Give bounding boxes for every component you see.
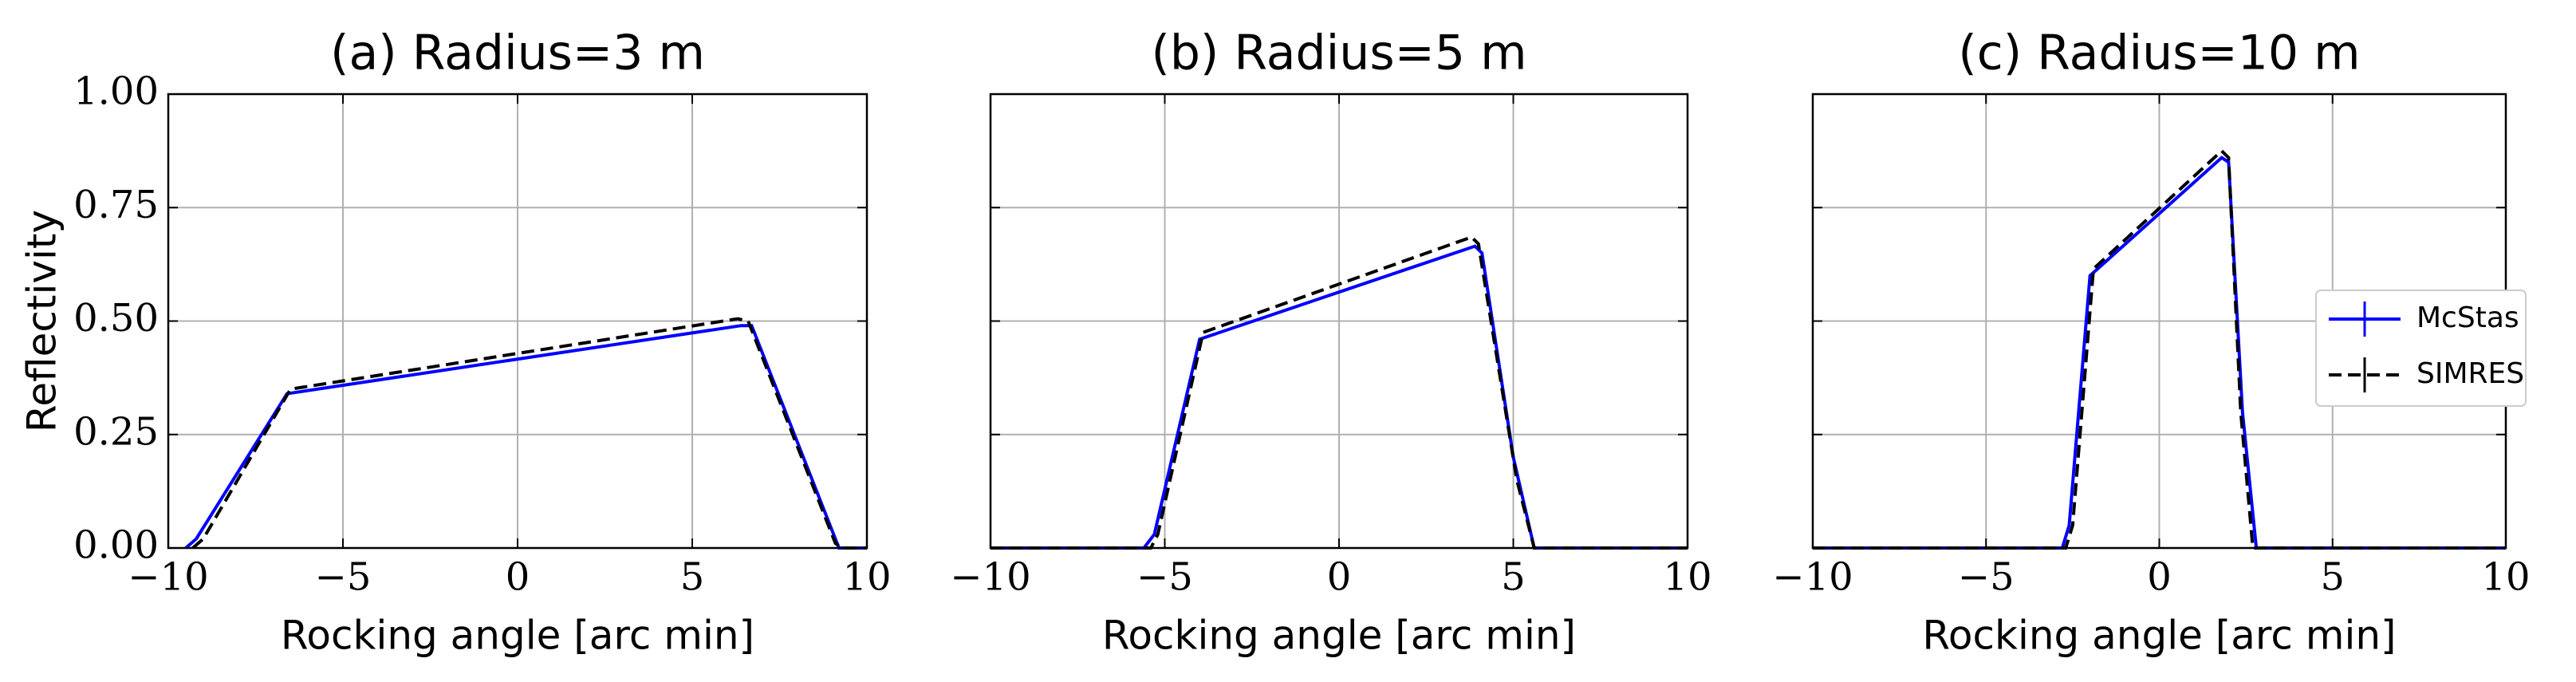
x-tick-label: 0 — [506, 555, 530, 600]
y-tick-label: 0.25 — [73, 409, 159, 454]
x-tick-label: 0 — [1327, 555, 1352, 600]
series-line — [991, 244, 1688, 550]
y-tick-label: 0.75 — [73, 183, 159, 227]
x-tick-label: −10 — [950, 555, 1030, 600]
x-tick-label: −10 — [1772, 555, 1853, 600]
chart-title: (a) Radius=3 m — [330, 26, 705, 81]
x-tick-label: −5 — [315, 555, 372, 600]
legend-label: SIMRES — [2416, 357, 2524, 390]
x-tick-label: 10 — [2481, 555, 2530, 600]
axes-frame — [989, 93, 1689, 550]
chart-title: (b) Radius=5 m — [1151, 26, 1526, 81]
x-tick-label: −10 — [128, 555, 208, 600]
x-tick-label: 0 — [2147, 555, 2172, 600]
axes-frame — [167, 93, 869, 550]
y-axis-label: Reflectivity — [19, 210, 65, 432]
series-line — [1813, 148, 2506, 550]
x-tick-label: −5 — [1136, 555, 1193, 600]
series-line — [191, 317, 867, 550]
series-line — [991, 235, 1688, 550]
x-tick-label: 5 — [1501, 555, 1526, 600]
legend-label: McStas — [2416, 302, 2519, 334]
x-tick-label: 5 — [680, 555, 705, 600]
series-line — [1813, 156, 2506, 550]
x-tick-label: 10 — [842, 555, 891, 600]
legend: McStas SIMRES — [2315, 290, 2527, 407]
x-axis-label: Rocking angle [arc min] — [281, 613, 754, 659]
x-axis-label: Rocking angle [arc min] — [1102, 613, 1576, 659]
y-tick-label: 0.50 — [73, 296, 159, 341]
x-tick-label: 10 — [1663, 555, 1711, 600]
x-tick-label: 5 — [2320, 555, 2345, 600]
y-tick-label: 1.00 — [73, 69, 159, 114]
x-axis-label: Rocking angle [arc min] — [1922, 613, 2396, 659]
y-tick-label: 0.00 — [73, 523, 159, 568]
chart-title: (c) Radius=10 m — [1958, 26, 2360, 81]
x-tick-label: −5 — [1958, 555, 2015, 600]
